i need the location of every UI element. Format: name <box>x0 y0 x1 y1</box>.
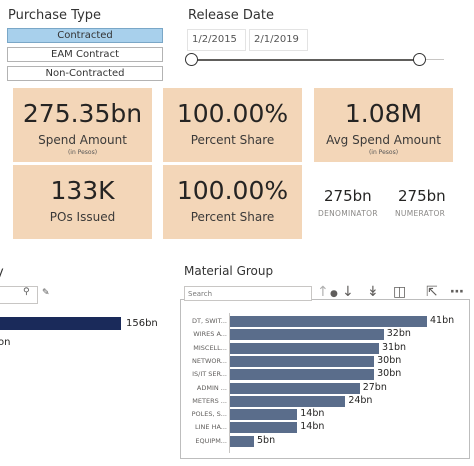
material-group-bar[interactable] <box>230 422 298 434</box>
pos-issued-label: POs Issued <box>49 210 116 224</box>
date-slider-start-handle[interactable] <box>185 53 198 66</box>
expand-all-down-icon[interactable]: ↡ <box>367 284 379 300</box>
search-icon[interactable]: ⚲ <box>23 287 30 297</box>
material-group-bar-value: 5bn <box>257 434 276 446</box>
avg-spend-card[interactable]: 1.08M Avg Spend Amount (in Pesos) <box>314 88 453 162</box>
material-group-category-label: EQUIPM... <box>195 436 227 445</box>
material-group-bar[interactable] <box>230 409 298 421</box>
date-slider-end-handle[interactable] <box>413 53 426 66</box>
material-group-category-label: LINE HA... <box>195 423 227 432</box>
more-options-icon[interactable]: ⋯ <box>450 284 464 300</box>
material-group-search-input[interactable]: Search <box>184 286 312 301</box>
material-group-category-label: METERS ... <box>192 396 227 405</box>
left-visual-title: y <box>0 265 4 280</box>
material-group-bar[interactable] <box>230 355 375 367</box>
numerator-label: NUMERATOR <box>395 209 446 218</box>
material-group-bar[interactable] <box>230 369 375 381</box>
purchase-type-option-non-contracted[interactable]: Non-Contracted <box>7 66 163 81</box>
material-group-bar-value: 30bn <box>377 354 402 366</box>
spend-amount-subtitle: (in Pesos) <box>67 149 98 156</box>
material-group-bar[interactable] <box>230 382 360 394</box>
material-group-bar-value: 27bn <box>362 381 387 393</box>
percent-share-label-2: Percent Share <box>190 210 275 224</box>
percent-share-card-1[interactable]: 100.00% Percent Share <box>163 88 302 162</box>
release-date-title: Release Date <box>188 8 274 23</box>
drill-toggle-icon[interactable]: ● <box>330 289 338 299</box>
purchase-type-title: Purchase Type <box>8 8 102 23</box>
date-slider-track-extension <box>420 59 444 60</box>
material-group-bar[interactable] <box>230 316 427 327</box>
material-group-bar-value: 41bn <box>430 315 455 326</box>
start-date-input[interactable]: 1/2/2015 <box>187 29 246 51</box>
pos-issued-card[interactable]: 133K POs Issued <box>13 165 152 239</box>
material-group-bar[interactable] <box>230 435 255 447</box>
material-group-bar[interactable] <box>230 342 379 354</box>
material-group-category-label: MISCELL... <box>193 343 227 352</box>
spend-amount-label: Spend Amount <box>38 133 127 147</box>
percent-share-label-1: Percent Share <box>190 133 275 147</box>
date-slider-track[interactable] <box>192 59 420 61</box>
drill-down-icon[interactable]: ↓ <box>342 284 354 300</box>
avg-spend-value: 1.08M <box>344 99 423 128</box>
percent-share-value-2: 100.00% <box>176 176 289 205</box>
purchase-type-option-eam-contract[interactable]: EAM Contract <box>7 47 163 62</box>
material-group-bar-value: 14bn <box>300 421 325 433</box>
focus-mode-icon[interactable]: ⇱ <box>426 284 438 300</box>
percent-share-value-1: 100.00% <box>176 99 289 128</box>
material-group-category-label: POLES, S... <box>191 410 227 419</box>
material-group-category-label: DT, SWIT... <box>192 317 227 325</box>
material-group-category-label: WIRES A... <box>193 330 227 339</box>
denominator-value: 275bn <box>324 187 372 205</box>
material-group-bar-value: 14bn <box>300 408 325 420</box>
material-group-bar[interactable] <box>230 329 384 341</box>
percent-share-card-2[interactable]: 100.00% Percent Share <box>163 165 302 239</box>
material-group-axis-line <box>229 313 230 453</box>
spend-amount-value: 275.35bn <box>22 99 143 128</box>
material-group-title: Material Group <box>184 264 274 278</box>
end-date-input[interactable]: 2/1/2019 <box>249 29 308 51</box>
avg-spend-label: Avg Spend Amount <box>326 133 441 147</box>
numerator-value: 275bn <box>398 187 446 205</box>
pos-issued-value: 133K <box>50 176 115 205</box>
spend-amount-card[interactable]: 275.35bn Spend Amount (in Pesos) <box>13 88 152 162</box>
material-group-bar[interactable] <box>230 395 346 407</box>
material-group-category-label: ADMIN ... <box>196 383 227 392</box>
left-visual-bar-value: 156bn <box>126 318 158 329</box>
material-group-bar-value: 24bn <box>348 394 373 406</box>
material-group-category-label: NETWOR... <box>192 356 227 365</box>
eraser-icon[interactable]: ✎ <box>42 288 50 298</box>
avg-spend-subtitle: (in Pesos) <box>368 149 399 156</box>
material-group-bar-value: 30bn <box>377 368 402 380</box>
left-visual-bar[interactable] <box>0 317 121 330</box>
material-group-bar-value: 32bn <box>386 328 411 340</box>
left-visual-category-label: on <box>0 337 11 348</box>
material-group-category-label: IS/IT SER... <box>192 370 227 379</box>
sort-up-icon[interactable]: ↑ <box>317 284 329 300</box>
left-visual-search-input[interactable] <box>0 286 38 304</box>
denominator-label: DENOMINATOR <box>318 209 378 218</box>
purchase-type-option-contracted[interactable]: Contracted <box>7 28 163 43</box>
material-group-bar-value: 31bn <box>381 341 407 353</box>
hierarchy-icon[interactable]: ◫ <box>393 284 407 300</box>
